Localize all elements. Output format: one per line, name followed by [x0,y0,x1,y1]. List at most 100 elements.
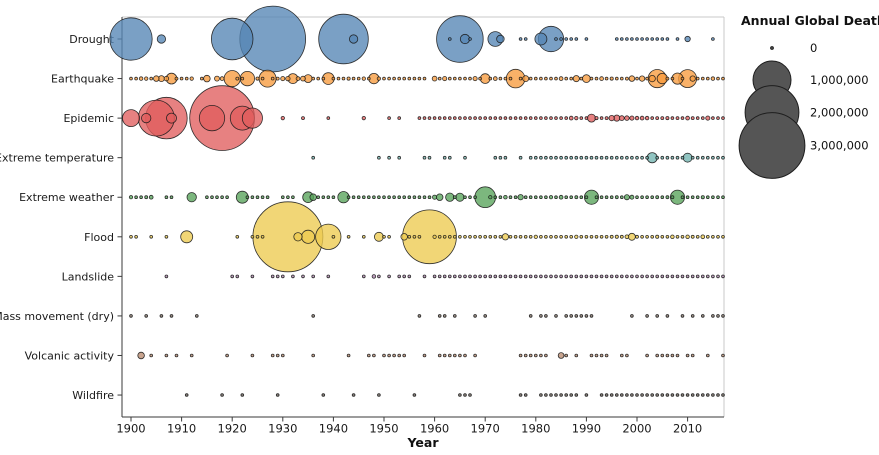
legend-title: Annual Global Deaths [741,13,879,28]
x-tick-label: 1940 [319,422,348,436]
bubble-extreme-weather-1925 [255,195,260,200]
bubble-flood-1926 [260,235,265,239]
bubble-earthquake-1929 [275,76,280,81]
bubble-extreme-weather-1959 [427,195,432,200]
bubble-extreme-weather-2015 [711,195,715,200]
bubble-epidemic-1903 [141,113,152,124]
bubble-earthquake-1914 [200,76,204,81]
bubble-epidemic-1971 [488,116,493,120]
bubble-mass-movement-dry--1936 [311,314,316,318]
bubble-extreme-temperature-1988 [574,155,579,160]
bubble-drought-1973 [496,34,505,44]
bubble-volcanic-activity-1902 [137,351,145,360]
bubble-epidemic-1985 [559,116,563,120]
bubble-flood-1964 [452,235,457,239]
bubble-earthquake-1981 [539,76,543,81]
bubble-extreme-weather-2000 [635,195,639,200]
bubble-drought-1965 [436,15,484,63]
bubble-earthquake-1921 [235,76,240,81]
bubble-wildfire-2014 [705,393,710,397]
bubble-landslide-1993 [599,274,604,279]
bubble-epidemic-1969 [478,116,482,120]
bubble-epidemic-1989 [579,116,584,120]
bubble-volcanic-activity-1988 [574,353,579,358]
y-tick-label: Extreme temperature [0,152,114,165]
bubble-drought-1996 [614,37,619,41]
bubble-volcanic-activity-1994 [604,353,609,358]
bubble-landslide-2002 [645,274,649,279]
bubble-epidemic-1951 [387,116,391,120]
bubble-wildfire-1978 [523,393,528,397]
bubble-epidemic-1924 [241,107,263,129]
bubble-flood-1981 [539,235,543,239]
legend-size-swatch [770,46,774,50]
bubble-landslide-1995 [609,274,614,279]
bubble-flood-1951 [387,235,391,239]
bubble-volcanic-activity-1950 [382,353,386,358]
bubble-extreme-weather-1991 [584,189,600,205]
bubble-mass-movement-dry--1913 [195,314,199,318]
bubble-landslide-1985 [559,274,563,279]
bubble-extreme-weather-1983 [548,195,554,200]
bubble-epidemic-2012 [695,116,700,120]
bubble-landslide-2013 [700,274,705,279]
bubble-mass-movement-dry--1970 [483,314,488,318]
bubble-extreme-temperature-1963 [447,155,452,160]
bubble-epidemic-1980 [533,116,538,120]
bubble-drought-1967 [468,37,472,41]
bubble-wildfire-1999 [630,393,634,397]
bubble-landslide-1997 [619,274,624,279]
bubble-earthquake-1963 [447,76,452,81]
bubble-extreme-weather-1989 [579,195,584,200]
bubble-drought-1985 [559,37,563,41]
bubble-earthquake-1975 [508,76,513,81]
bubble-drought-2002 [645,37,649,41]
bubble-extreme-weather-1945 [356,195,361,200]
bubble-epidemic-1981 [539,116,543,120]
bubble-extreme-weather-1912 [186,192,197,203]
bubble-mass-movement-dry--1900 [129,314,133,318]
bubble-extreme-temperature-2013 [700,155,705,160]
bubble-extreme-weather-1986 [564,195,568,200]
bubble-epidemic-1999 [629,115,635,121]
bubble-mass-movement-dry--2011 [690,314,695,318]
bubble-epidemic-1965 [458,116,462,120]
bubble-landslide-2004 [655,274,659,279]
bubble-earthquake-1950 [382,76,386,81]
bubble-wildfire-2007 [670,393,675,397]
bubble-epidemic-2002 [644,115,650,121]
bubble-earthquake-1926 [260,76,265,81]
bubble-epidemic-1977 [518,116,523,120]
bubble-extreme-temperature-2009 [680,155,685,160]
bubble-extreme-weather-1918 [220,195,224,200]
bubble-earthquake-1966 [463,76,467,81]
bubble-epidemic-1976 [513,116,518,120]
bubble-flood-1960 [432,234,437,239]
bubble-earthquake-1946 [361,76,366,81]
bubble-flood-2014 [705,235,710,239]
bubble-epidemic-1998 [624,115,630,121]
bubble-flood-1921 [235,235,240,239]
bubble-flood-1998 [624,234,630,240]
bubble-extreme-temperature-1972 [493,155,498,160]
bubble-flood-1968 [473,235,477,239]
x-tick-label: 1970 [471,422,500,436]
bubble-flood-1939 [315,223,342,250]
bubble-extreme-temperature-1996 [614,155,619,160]
bubble-wildfire-1938 [321,393,326,397]
bubble-extreme-temperature-1973 [498,155,503,160]
bubble-epidemic-1988 [574,116,579,121]
bubble-epidemic-1916 [198,105,226,132]
bubble-mass-movement-dry--1988 [574,314,579,318]
bubble-extreme-weather-1951 [387,195,391,200]
bubble-landslide-1991 [589,274,594,279]
bubble-extreme-weather-1984 [554,195,558,200]
bubble-flood-1924 [250,235,255,239]
bubble-extreme-weather-1997 [619,195,624,200]
bubble-earthquake-1937 [316,76,321,81]
bubble-extreme-weather-1930 [280,195,285,200]
bubble-extreme-temperature-2012 [695,155,700,160]
bubble-landslide-1992 [594,274,599,279]
